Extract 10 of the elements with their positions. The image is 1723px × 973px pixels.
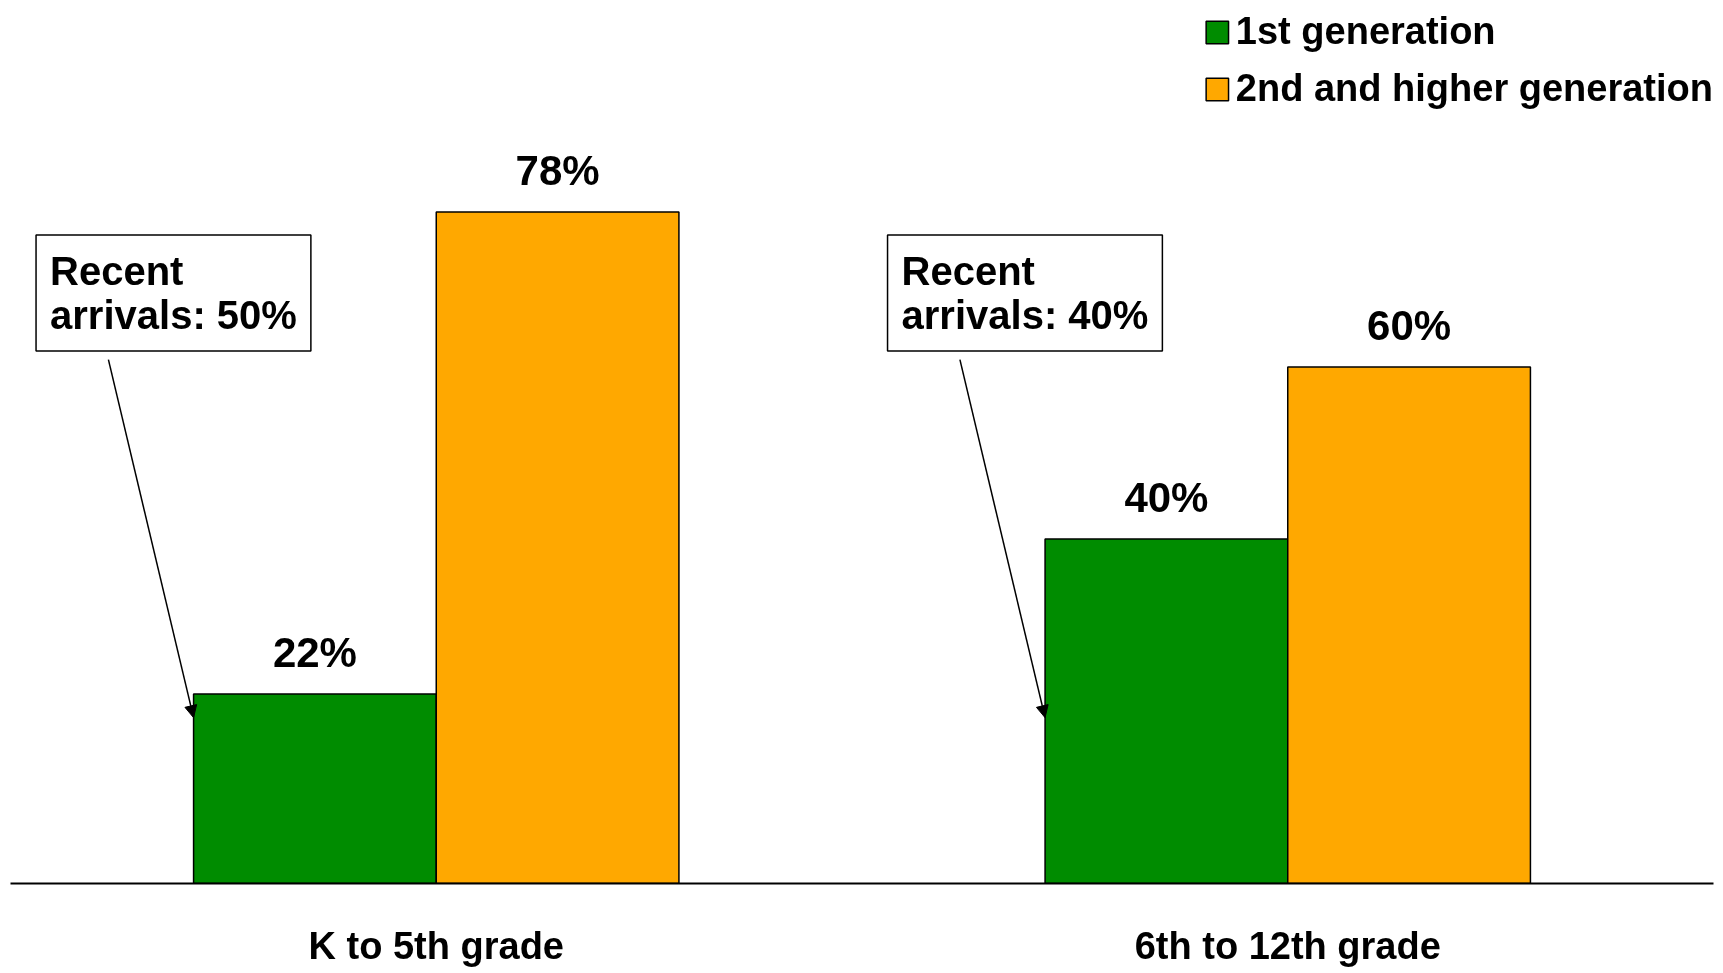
data-label: 78%	[515, 146, 600, 194]
legend-label: 1st generation	[1235, 10, 1496, 53]
x-tick-label: 6th to 12th grade	[1134, 924, 1441, 967]
data-label: 22%	[272, 629, 357, 677]
data-label: 40%	[1124, 474, 1209, 522]
x-tick-label: K to 5th grade	[308, 924, 564, 967]
data-label: 60%	[1367, 301, 1452, 349]
legend-label: 2nd and higher generation	[1235, 67, 1713, 110]
annotation: Recent arrivals: 50%	[50, 248, 297, 337]
annotation: Recent arrivals: 40%	[901, 248, 1149, 337]
